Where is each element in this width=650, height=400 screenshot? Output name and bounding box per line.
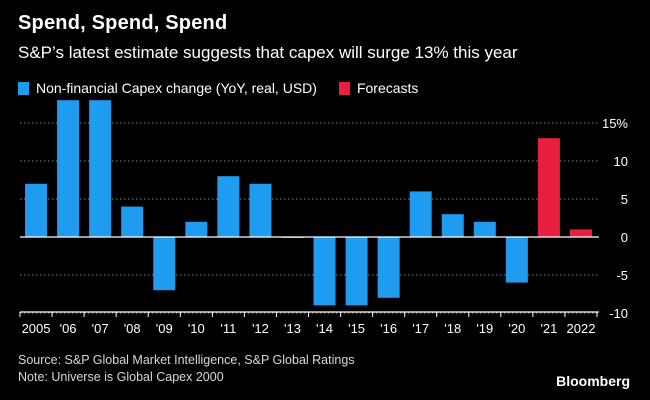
- x-tick-label: '11: [220, 321, 236, 336]
- x-tick-label: '20: [508, 321, 525, 336]
- source-text: Source: S&P Global Market Intelligence, …: [18, 353, 355, 367]
- chart-subtitle: S&P’s latest estimate suggests that cape…: [18, 43, 518, 62]
- x-tick-label: '12: [252, 321, 269, 336]
- bar-forecast: [537, 138, 560, 237]
- x-tick-label: '06: [60, 321, 77, 336]
- bar-actual: [25, 183, 48, 237]
- bar-actual: [505, 237, 528, 283]
- bar-actual: [473, 221, 496, 237]
- legend-label-forecast: Forecasts: [356, 80, 419, 96]
- y-tick-label: 15%: [602, 116, 628, 131]
- x-tick-label: '10: [188, 321, 205, 336]
- bar-actual: [249, 183, 272, 237]
- y-tick-label: -5: [616, 268, 628, 283]
- y-tick-label: 10: [614, 154, 628, 169]
- bar-actual: [345, 237, 368, 306]
- x-tick-label: '07: [92, 321, 109, 336]
- x-tick-label: '14: [316, 321, 333, 336]
- note-text: Note: Universe is Global Capex 2000: [18, 370, 224, 384]
- x-tick-label: '08: [124, 321, 141, 336]
- y-tick-label: -10: [609, 306, 628, 321]
- x-tick-label: '19: [476, 321, 493, 336]
- legend-swatch-actual: [18, 81, 29, 95]
- x-tick-label: '16: [380, 321, 397, 336]
- x-tick-label: '21: [540, 321, 557, 336]
- legend-label-actual: Non-financial Capex change (YoY, real, U…: [36, 80, 317, 96]
- y-tick-label: 5: [621, 192, 628, 207]
- chart-title: Spend, Spend, Spend: [18, 12, 228, 34]
- legend-item-forecast: Forecasts: [338, 80, 419, 96]
- x-tick-label: '15: [348, 321, 365, 336]
- bar-actual: [89, 100, 112, 237]
- x-tick-label: '13: [284, 321, 301, 336]
- legend-swatch-forecast: [338, 81, 350, 95]
- bar-actual: [185, 221, 208, 237]
- bar-actual: [217, 176, 240, 237]
- x-tick-label: 2005: [22, 321, 51, 336]
- x-tick-label: 2022: [567, 321, 596, 336]
- x-tick-label: '18: [444, 321, 461, 336]
- bar-actual: [121, 206, 144, 237]
- y-tick-label: 0: [621, 230, 628, 245]
- chart-footnote: Source: S&P Global Market Intelligence, …: [18, 352, 355, 386]
- x-tick-label: '09: [156, 321, 173, 336]
- legend-item-actual: Non-financial Capex change (YoY, real, U…: [18, 80, 317, 96]
- bar-forecast: [569, 229, 592, 237]
- bar-actual: [153, 237, 176, 291]
- legend: Non-financial Capex change (YoY, real, U…: [18, 80, 440, 96]
- bar-actual: [57, 100, 80, 237]
- bar-actual: [377, 237, 400, 298]
- bloomberg-logo: Bloomberg: [556, 373, 630, 389]
- x-tick-label: '17: [412, 321, 429, 336]
- bar-actual: [409, 191, 432, 237]
- bar-actual: [441, 214, 464, 237]
- bar-actual: [313, 237, 336, 306]
